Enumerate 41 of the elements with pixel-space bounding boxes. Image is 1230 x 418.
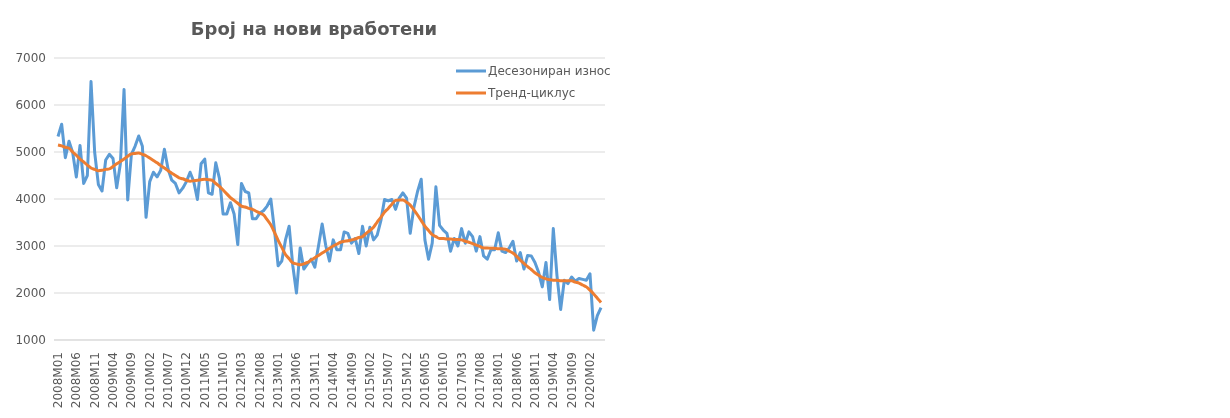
- x-tick-label: 2008M11: [87, 352, 102, 409]
- x-tick-label: 2017M08: [472, 352, 487, 409]
- x-tick-label: 2016M05: [417, 352, 432, 409]
- x-tick-label: 2008M01: [51, 352, 65, 409]
- line-series: [56, 143, 603, 304]
- x-tick-label: 2013M01: [271, 352, 286, 409]
- x-tick-label: 2015M02: [362, 352, 377, 409]
- y-tick-label: 2000: [15, 286, 46, 301]
- x-tick-label: 2010M12: [179, 352, 194, 409]
- legend-label: Десезониран износ: [488, 64, 611, 78]
- y-tick-label: 6000: [15, 98, 46, 113]
- x-tick-label: 2008M06: [69, 352, 84, 409]
- x-tick-label: 2010M02: [142, 352, 157, 409]
- x-tick-label: 2009M09: [124, 352, 139, 409]
- x-tick-label: 2016M10: [436, 352, 451, 409]
- y-tick-label: 3000: [15, 239, 46, 254]
- y-tick-label: 1000: [15, 333, 46, 348]
- x-tick-label: 2015M12: [399, 352, 414, 409]
- x-tick-label: 2013M11: [307, 352, 322, 409]
- y-tick-label: 7000: [15, 51, 46, 66]
- x-tick-label: 2009M04: [106, 352, 121, 409]
- x-tick-label: 2014M09: [344, 352, 359, 409]
- x-tick-label: 2020M02: [582, 352, 597, 409]
- x-tick-label: 2011M05: [197, 352, 212, 409]
- x-tick-label: 2017M03: [454, 352, 469, 409]
- x-tick-label: 2012M03: [234, 352, 249, 409]
- x-tick-label: 2014M04: [326, 352, 341, 409]
- y-tick-label: 4000: [15, 192, 46, 207]
- y-tick-label: 5000: [15, 145, 46, 160]
- x-tick-label: 2015M07: [381, 352, 396, 409]
- legend-label: Тренд-циклус: [488, 86, 576, 100]
- chart-title: Број на нови вработени: [189, 18, 439, 39]
- x-tick-label: 2018M11: [527, 352, 542, 409]
- x-tick-label: 2012M08: [252, 352, 267, 409]
- x-tick-label: 2018M01: [491, 352, 506, 409]
- x-tick-label: 2013M06: [289, 352, 304, 409]
- x-tick-label: 2010M07: [161, 352, 176, 409]
- x-tick-label: 2018M06: [509, 352, 524, 409]
- x-tick-label: 2019M09: [564, 352, 579, 409]
- x-tick-label: 2019M04: [546, 352, 561, 409]
- x-tick-label: 2011M10: [216, 352, 231, 409]
